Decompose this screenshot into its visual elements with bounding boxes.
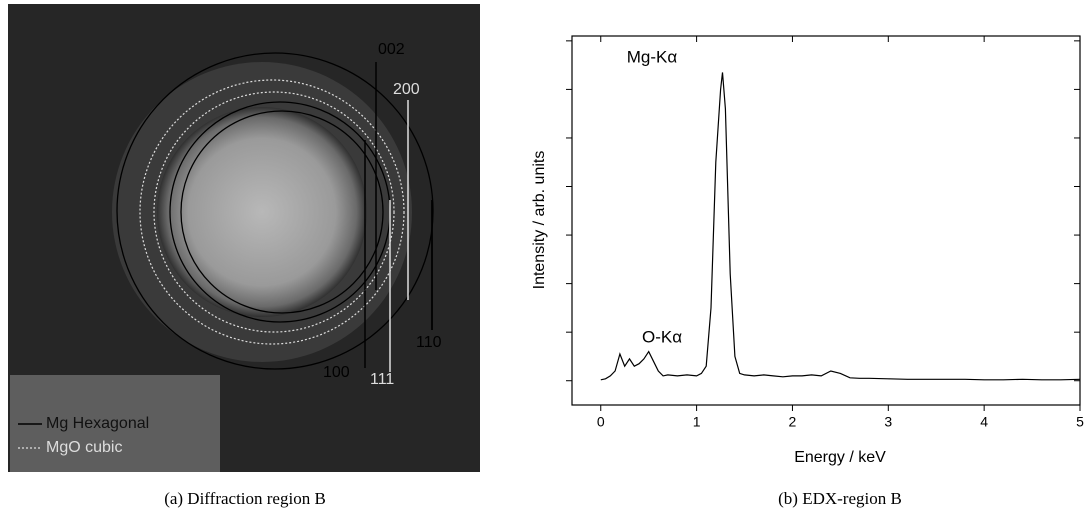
x-tick-label: 0 xyxy=(597,414,605,430)
legend-label: Mg Hexagonal xyxy=(46,415,149,432)
x-tick-label: 1 xyxy=(693,414,701,430)
x-tick-label: 5 xyxy=(1076,414,1084,430)
legend xyxy=(10,375,220,472)
annotation: Mg-Kα xyxy=(627,47,678,66)
caption: (b) EDX-region B xyxy=(778,489,902,508)
ring-label: 100 xyxy=(323,364,350,381)
y-axis-label: Intensity / arb. units xyxy=(531,151,548,290)
spectrum-line xyxy=(600,72,1081,381)
x-tick-label: 4 xyxy=(980,414,988,430)
legend-label: MgO cubic xyxy=(46,439,122,456)
diffraction-image: 002 200 110 100 111 Mg Hexagonal MgO cub… xyxy=(8,4,480,472)
annotation: O-Kα xyxy=(642,327,682,346)
ring-label: 002 xyxy=(378,41,405,58)
caption: (a) Diffraction region B xyxy=(164,489,326,508)
ring-label: 110 xyxy=(416,334,442,351)
x-tick-label: 2 xyxy=(789,414,797,430)
ring-label: 111 xyxy=(370,371,394,388)
ring-label: 200 xyxy=(393,81,420,98)
x-tick-label: 3 xyxy=(884,414,892,430)
edx-chart: 0 1 2 3 4 5 xyxy=(566,35,1084,430)
x-axis-label: Energy / keV xyxy=(794,449,886,466)
